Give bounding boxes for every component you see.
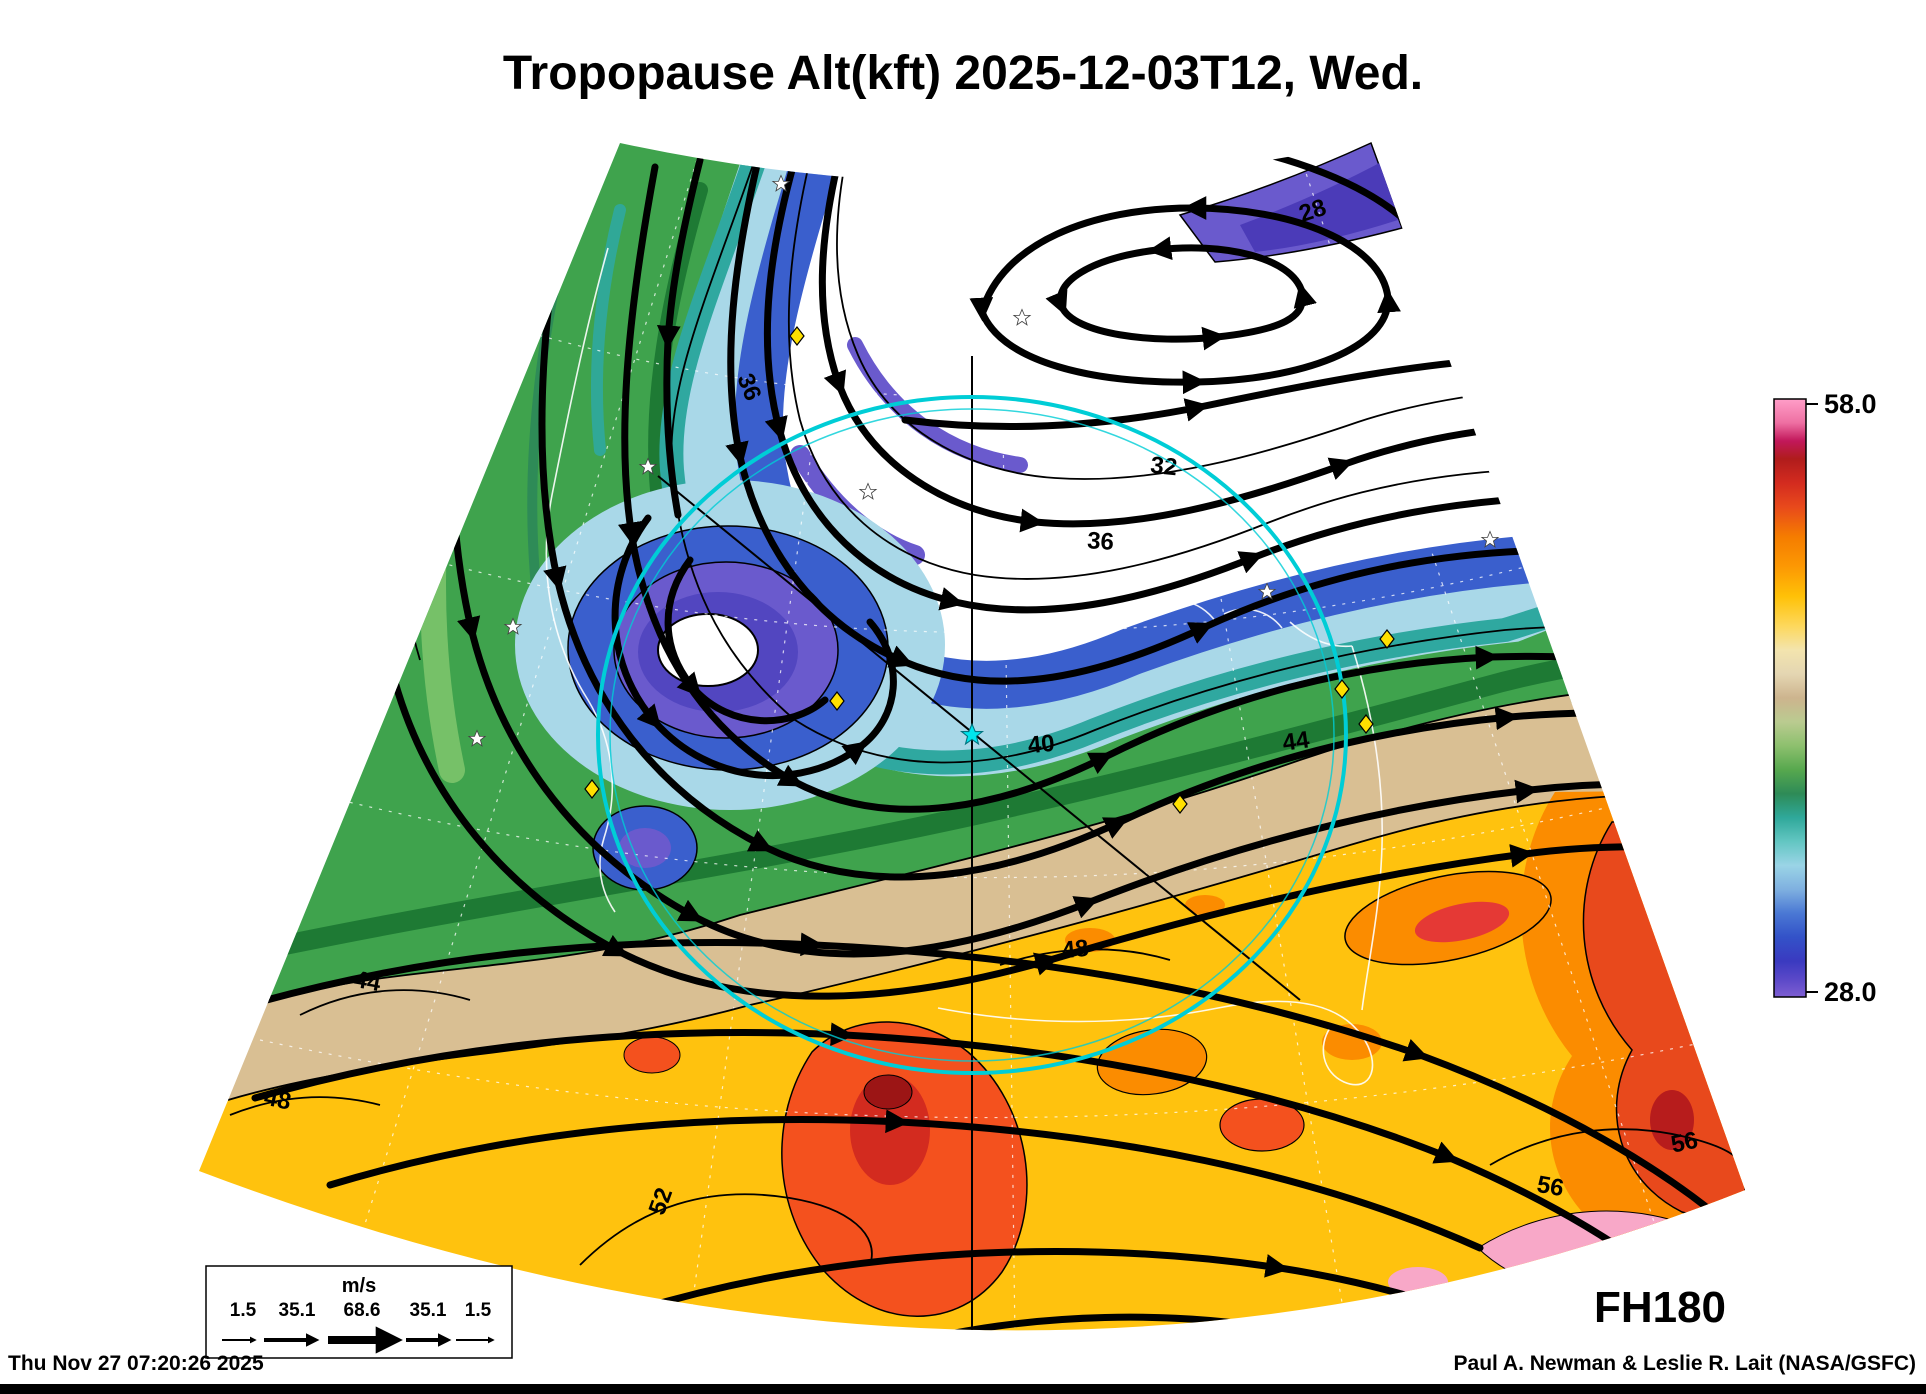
streamline: [616, 1248, 1619, 1331]
wind-speed-label: 35.1: [279, 1300, 316, 1321]
station-star-icon: [1470, 318, 1488, 335]
streamline: [656, 156, 704, 519]
colorbar: 58.0 28.0: [1773, 389, 1877, 1007]
wind-speed-label: 68.6: [344, 1300, 381, 1321]
streamline: [1060, 248, 1307, 339]
streamline: [326, 1109, 1484, 1252]
contour-label: 44: [1281, 726, 1312, 757]
contour-label: 56: [1669, 1127, 1701, 1159]
page-title: Tropopause Alt(kft) 2025-12-03T12, Wed.: [502, 47, 1424, 100]
wind-speed-label: 1.5: [230, 1300, 257, 1321]
contour-label: 48: [262, 1084, 294, 1116]
wind-speed-label: 1.5: [465, 1300, 492, 1321]
wind-legend-values: 1.5 35.1 68.6 35.1 1.5: [230, 1300, 492, 1321]
contour-label: 32: [1149, 452, 1178, 482]
map-area: 28 32 36 36 40 44 44 48 48 52 56 56: [199, 140, 1745, 1331]
contour-label: 48: [1061, 935, 1090, 965]
footer-divider: [0, 1384, 1926, 1394]
colorbar-gradient: [1773, 398, 1807, 998]
contour-label: 40: [1027, 730, 1056, 760]
contour-label: 56: [1535, 1171, 1566, 1202]
range-ring: [596, 395, 1348, 1075]
range-ring-inner: [609, 408, 1335, 1062]
streamline: [754, 140, 1436, 256]
wind-speed-legend: m/s 1.5 35.1 68.6 35.1 1.5: [205, 1265, 513, 1359]
colorbar-min-label: 28.0: [1824, 977, 1877, 1007]
wind-speed-label: 35.1: [410, 1300, 447, 1321]
contour-label: 44: [352, 966, 384, 997]
contour-label: 36: [1086, 527, 1115, 556]
track-diagonal-line: [657, 475, 1301, 1001]
forecast-hour-label: FH180: [1594, 1283, 1726, 1332]
wind-legend-units: m/s: [342, 1275, 376, 1297]
streamline: [611, 514, 897, 780]
colorbar-max-label: 58.0: [1824, 389, 1877, 419]
credit-line: Paul A. Newman & Leslie R. Lait (NASA/GS…: [1453, 1352, 1916, 1375]
generation-timestamp: Thu Nov 27 07:20:26 2025: [8, 1352, 264, 1375]
streamline: [234, 932, 1744, 1239]
track-overlay: [596, 356, 1348, 1331]
streamline: [251, 1022, 1724, 1331]
